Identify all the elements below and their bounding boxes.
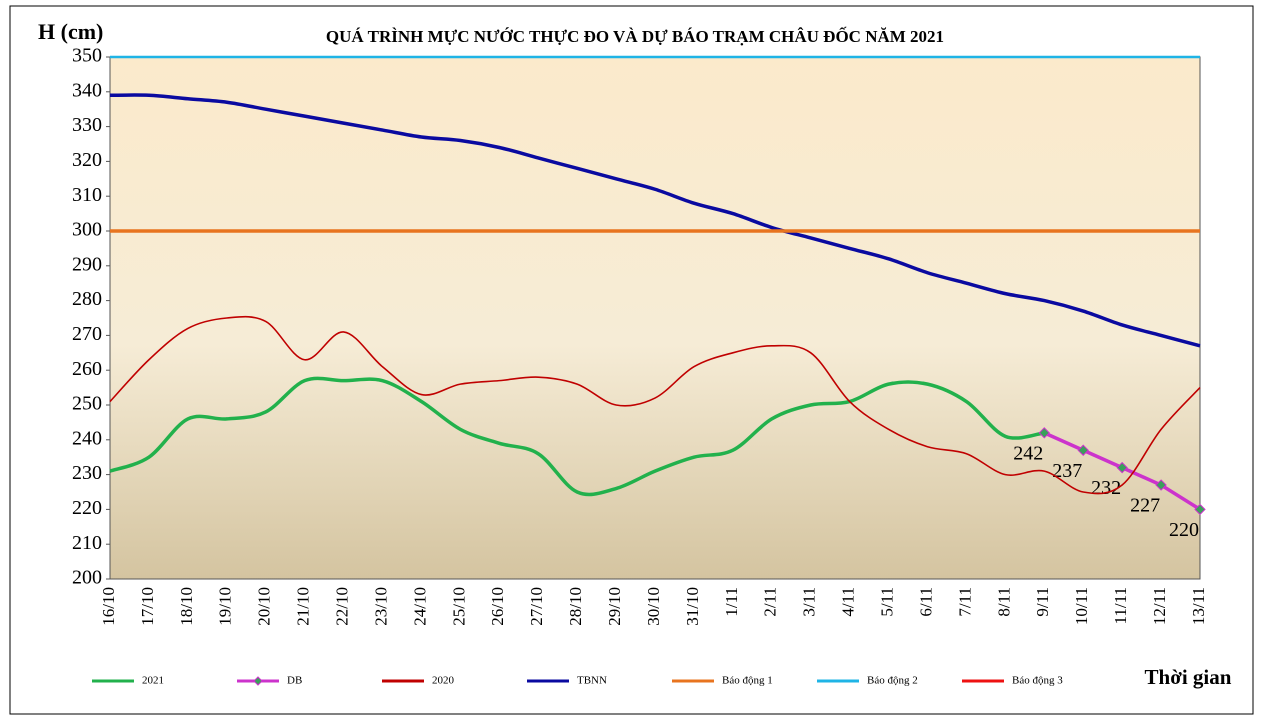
y-tick-label: 330 <box>72 114 102 136</box>
y-tick-label: 250 <box>72 393 102 415</box>
y-tick-label: 220 <box>72 497 102 519</box>
marker <box>1194 503 1206 516</box>
x-tick-label: 7/11 <box>955 587 974 617</box>
x-tick-label: 17/10 <box>138 587 157 626</box>
x-tick-label: 11/11 <box>1111 587 1130 624</box>
y-tick-label: 280 <box>72 288 102 310</box>
x-tick-label: 2/11 <box>761 587 780 617</box>
y-tick-label: 240 <box>72 427 102 449</box>
x-tick-label: 21/10 <box>294 587 313 626</box>
plot-area <box>109 56 1201 580</box>
x-tick-label: 19/10 <box>216 587 235 626</box>
chart-title: QUÁ TRÌNH MỰC NƯỚC THỰC ĐO VÀ DỰ BÁO TRẠ… <box>326 26 944 46</box>
legend-label: Báo động 1 <box>722 675 773 687</box>
x-tick-label: 28/10 <box>566 587 585 626</box>
series-line <box>109 376 1045 497</box>
data-label: 227 <box>1130 495 1160 517</box>
legend-label: DB <box>287 675 302 687</box>
x-tick-label: 8/11 <box>994 587 1013 617</box>
y-tick-label: 210 <box>72 532 102 554</box>
y-tick-label: 350 <box>72 45 102 67</box>
x-tick-label: 27/10 <box>527 587 546 626</box>
data-label: 237 <box>1052 460 1082 482</box>
x-tick-label: 24/10 <box>410 587 429 626</box>
x-tick-label: 20/10 <box>255 587 274 626</box>
frame <box>9 5 1254 715</box>
marker <box>1077 444 1089 456</box>
marker <box>1038 427 1050 439</box>
x-tick-label: 31/10 <box>683 587 702 626</box>
x-tick-label: 12/11 <box>1150 587 1169 625</box>
series-line <box>109 93 1201 348</box>
legend-label: Báo động 2 <box>867 675 918 687</box>
y-tick-label: 340 <box>72 79 102 101</box>
legend-marker <box>253 676 263 686</box>
x-tick-label: 9/11 <box>1033 587 1052 617</box>
y-tick-label: 270 <box>72 323 102 345</box>
legend-label: Báo động 3 <box>1012 675 1063 687</box>
y-tick-label: 200 <box>72 567 102 589</box>
x-tick-label: 16/10 <box>99 587 118 626</box>
x-tick-label: 23/10 <box>371 587 390 626</box>
x-tick-label: 29/10 <box>605 587 624 626</box>
data-label: 220 <box>1169 519 1199 541</box>
legend-label: TBNN <box>577 675 607 687</box>
x-tick-label: 30/10 <box>644 587 663 626</box>
x-tick-label: 3/11 <box>800 587 819 617</box>
marker <box>1155 479 1167 491</box>
y-tick-label: 230 <box>72 462 102 484</box>
y-tick-label: 260 <box>72 358 102 380</box>
y-tick-label: 310 <box>72 184 102 206</box>
x-tick-label: 4/11 <box>839 587 858 617</box>
marker <box>1116 461 1128 474</box>
x-tick-label: 5/11 <box>877 587 896 617</box>
x-tick-label: 10/11 <box>1072 587 1091 625</box>
x-tick-label: 22/10 <box>332 587 351 626</box>
x-tick-label: 13/11 <box>1189 587 1208 625</box>
x-tick-label: 18/10 <box>177 587 196 626</box>
x-tick-label: 6/11 <box>916 587 935 617</box>
x-tick-label: 25/10 <box>449 587 468 626</box>
x-axis-label: Thời gian <box>1145 665 1232 689</box>
y-axis-label: H (cm) <box>38 19 103 44</box>
x-tick-label: 26/10 <box>488 587 507 626</box>
y-tick-label: 290 <box>72 253 102 275</box>
y-tick-label: 300 <box>72 219 102 241</box>
series-line <box>109 315 1201 495</box>
x-tick-label: 1/11 <box>722 587 741 617</box>
legend-label: 2020 <box>432 675 455 687</box>
data-label: 242 <box>1013 442 1043 464</box>
y-tick-label: 320 <box>72 149 102 171</box>
legend-label: 2021 <box>142 675 164 687</box>
